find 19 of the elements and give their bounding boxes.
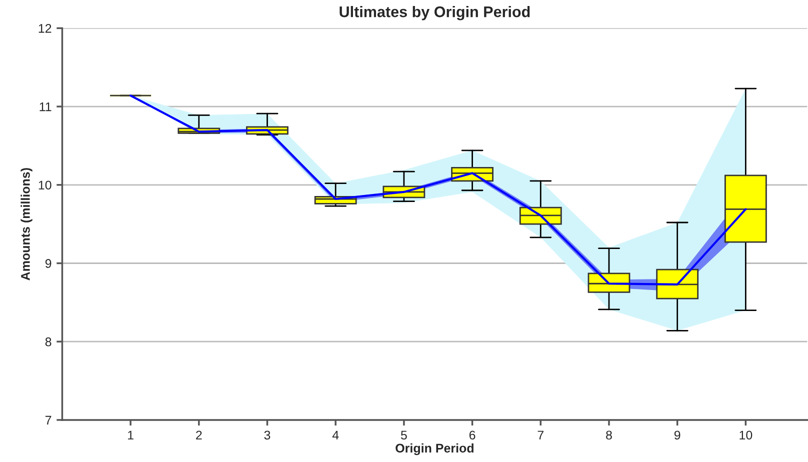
chart-title: Ultimates by Origin Period: [340, 6, 530, 20]
x-tick-label: 9: [674, 430, 680, 440]
x-tick-label: 7: [538, 430, 544, 440]
y-axis-title: Amounts (millions): [20, 168, 32, 280]
x-tick-label: 1: [128, 430, 134, 440]
x-tick-label: 2: [196, 430, 202, 440]
x-tick-label: 8: [606, 430, 612, 440]
y-tick-label: 12: [38, 24, 52, 33]
x-tick-label: 6: [469, 430, 476, 440]
y-tick-label: 8: [45, 337, 52, 346]
y-tick-label: 11: [40, 102, 52, 112]
y-tick-label: 7: [45, 416, 52, 424]
y-tick-label: 9: [45, 259, 52, 268]
x-tick-label: 5: [400, 430, 407, 440]
x-tick-label: 4: [332, 430, 339, 440]
x-axis-title: Origin Period: [396, 443, 474, 456]
y-tick-label: 10: [38, 180, 52, 190]
x-tick-label: 10: [740, 430, 752, 440]
x-tick-label: 3: [264, 430, 270, 440]
